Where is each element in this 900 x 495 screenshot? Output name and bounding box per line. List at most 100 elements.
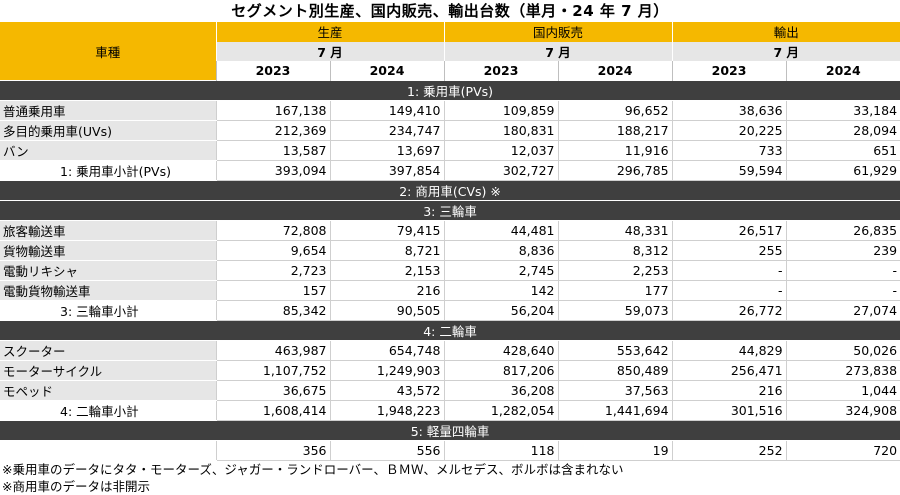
subtotal-value: 302,727 [443, 160, 559, 181]
cell-value: 157 [215, 280, 330, 301]
subtotal-label: 3: 三輪車小計 [0, 300, 216, 321]
cell-value: 12,037 [443, 140, 559, 161]
month-header: 7 月 [215, 41, 445, 61]
footnotes: ※乗用車のデータにタタ・モーターズ、ジャガー・ランドローバー、ＢＭＷ、メルセデス… [0, 461, 900, 495]
cell-value: 149,410 [329, 100, 445, 121]
cell-value: 8,312 [557, 240, 673, 261]
cell-value: 8,721 [329, 240, 445, 261]
table-row: バン 13,587 13,697 12,037 11,916 733 651 [0, 140, 900, 161]
cell-value: 1,107,752 [215, 360, 330, 381]
year-header: 2023 [215, 61, 330, 81]
cell-value: 651 [785, 140, 900, 161]
cell-value: 188,217 [557, 120, 673, 141]
table-row: スクーター 463,987 654,748 428,640 553,642 44… [0, 340, 900, 361]
row-label: 旅客輸送車 [0, 220, 216, 241]
table-row: 貨物輸送車 9,654 8,721 8,836 8,312 255 239 [0, 240, 900, 261]
row-label: 多目的乗用車(UVs) [0, 120, 216, 141]
table-row: 電動貨物輸送車 157 216 142 177 - - [0, 280, 900, 301]
cell-value: 19 [557, 440, 673, 461]
year-header: 2024 [557, 61, 673, 81]
year-header: 2023 [671, 61, 787, 81]
cell-value: 20,225 [671, 120, 787, 141]
subtotal-value: 1,441,694 [557, 400, 673, 421]
cell-value: 44,481 [443, 220, 559, 241]
cell-value: 11,916 [557, 140, 673, 161]
cell-value: 255 [671, 240, 787, 261]
cell-value: - [785, 280, 900, 301]
cell-value: 36,208 [443, 380, 559, 401]
year-header: 2024 [329, 61, 445, 81]
cell-value: - [671, 280, 787, 301]
cell-value: 239 [785, 240, 900, 261]
cell-value: 118 [443, 440, 559, 461]
section-header: 3: 三輪車 [0, 200, 900, 221]
table-row: モーターサイクル 1,107,752 1,249,903 817,206 850… [0, 360, 900, 381]
cell-value: 2,745 [443, 260, 559, 281]
cell-value: 2,253 [557, 260, 673, 281]
cell-value: 216 [671, 380, 787, 401]
cell-value: 252 [671, 440, 787, 461]
cell-value: 33,184 [785, 100, 900, 121]
cell-value: 356 [215, 440, 330, 461]
subtotal-value: 1,948,223 [329, 400, 445, 421]
subtotal-value: 59,594 [671, 160, 787, 181]
cell-value: 26,517 [671, 220, 787, 241]
vehicle-type-header: 車種 [0, 22, 216, 81]
domestic-sales-header: 国内販売 [443, 22, 673, 42]
cell-value: 72,808 [215, 220, 330, 241]
cell-value: 142 [443, 280, 559, 301]
subtotal-row: 1: 乗用車小計(PVs) 393,094 397,854 302,727 29… [0, 160, 900, 181]
cell-value: 556 [329, 440, 445, 461]
subtotal-value: 301,516 [671, 400, 787, 421]
subtotal-value: 85,342 [215, 300, 330, 321]
table-row: 旅客輸送車 72,808 79,415 44,481 48,331 26,517… [0, 220, 900, 241]
cell-value: 733 [671, 140, 787, 161]
subtotal-label: 1: 乗用車小計(PVs) [0, 160, 216, 181]
row-label: バン [0, 140, 216, 161]
cell-value: 26,835 [785, 220, 900, 241]
row-label: 貨物輸送車 [0, 240, 216, 261]
footnote: ※商用車のデータは非開示 [2, 478, 150, 494]
cell-value: 2,723 [215, 260, 330, 281]
cell-value: 273,838 [785, 360, 900, 381]
cell-value: 38,636 [671, 100, 787, 121]
cell-value: 167,138 [215, 100, 330, 121]
cell-value: 177 [557, 280, 673, 301]
export-header: 輸出 [671, 22, 900, 42]
subtotal-value: 61,929 [785, 160, 900, 181]
table-row: 356 556 118 19 252 720 [0, 440, 900, 461]
cell-value: 13,587 [215, 140, 330, 161]
cell-value: - [785, 260, 900, 281]
table-title: セグメント別生産、国内販売、輸出台数（単月・24 年 7 月） [231, 2, 669, 20]
table-row: モペッド 36,675 43,572 36,208 37,563 216 1,0… [0, 380, 900, 401]
subtotal-value: 26,772 [671, 300, 787, 321]
month-header: 7 月 [671, 41, 900, 61]
cell-value: 37,563 [557, 380, 673, 401]
cell-value: 79,415 [329, 220, 445, 241]
cell-value: - [671, 260, 787, 281]
year-header: 2023 [443, 61, 559, 81]
subtotal-value: 59,073 [557, 300, 673, 321]
cell-value: 180,831 [443, 120, 559, 141]
section-header: 2: 商用車(CVs) ※ [0, 180, 900, 201]
subtotal-value: 397,854 [329, 160, 445, 181]
cell-value: 13,697 [329, 140, 445, 161]
cell-value: 256,471 [671, 360, 787, 381]
cell-value: 28,094 [785, 120, 900, 141]
row-label: 電動リキシャ [0, 260, 216, 281]
subtotal-value: 393,094 [215, 160, 330, 181]
cell-value: 96,652 [557, 100, 673, 121]
cell-value: 720 [785, 440, 900, 461]
cell-value: 1,044 [785, 380, 900, 401]
subtotal-value: 1,608,414 [215, 400, 330, 421]
section-header: 4: 二輪車 [0, 320, 900, 341]
segment-table: 車種 生産 国内販売 輸出 7 月 7 月 7 月 2023 2024 2023… [0, 22, 900, 461]
cell-value: 428,640 [443, 340, 559, 361]
year-header: 2024 [785, 61, 900, 81]
cell-value: 109,859 [443, 100, 559, 121]
cell-value: 850,489 [557, 360, 673, 381]
cell-value: 43,572 [329, 380, 445, 401]
cell-value: 817,206 [443, 360, 559, 381]
cell-value: 50,026 [785, 340, 900, 361]
row-label: モーターサイクル [0, 360, 216, 381]
